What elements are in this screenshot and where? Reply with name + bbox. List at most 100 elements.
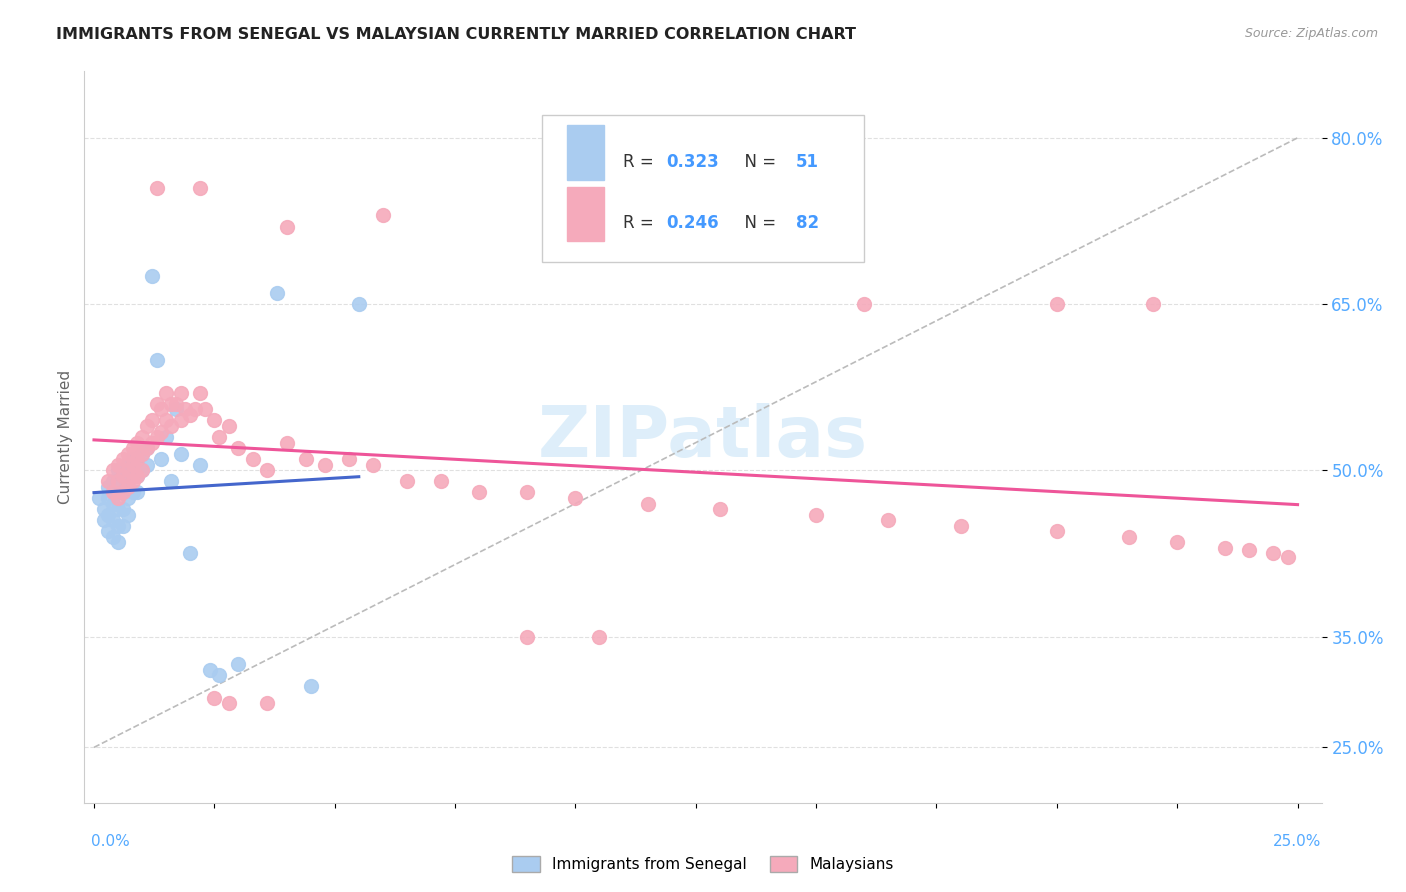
Point bbox=[141, 269, 163, 284]
Point bbox=[188, 180, 211, 194]
Point bbox=[97, 524, 120, 539]
Point bbox=[107, 491, 129, 505]
Point bbox=[127, 452, 149, 467]
Y-axis label: Currently Married: Currently Married bbox=[58, 370, 73, 504]
FancyBboxPatch shape bbox=[567, 186, 605, 242]
Point bbox=[429, 475, 451, 489]
Point bbox=[121, 458, 143, 472]
Point bbox=[150, 402, 173, 417]
Text: R =: R = bbox=[623, 153, 658, 170]
Point bbox=[709, 502, 731, 516]
Point bbox=[131, 447, 153, 461]
Point bbox=[103, 497, 125, 511]
Point bbox=[127, 485, 149, 500]
Point bbox=[127, 452, 149, 467]
Point bbox=[87, 491, 110, 505]
Text: ZIPatlas: ZIPatlas bbox=[538, 402, 868, 472]
Point bbox=[121, 485, 143, 500]
Point bbox=[1166, 535, 1188, 549]
Point bbox=[121, 468, 143, 483]
Point bbox=[564, 491, 586, 505]
Point bbox=[299, 680, 322, 694]
Point bbox=[218, 419, 240, 434]
Point bbox=[155, 385, 177, 400]
Point bbox=[103, 485, 125, 500]
Point bbox=[145, 397, 167, 411]
Text: 0.0%: 0.0% bbox=[91, 834, 131, 849]
Point bbox=[564, 219, 586, 234]
Point bbox=[111, 518, 134, 533]
Point bbox=[103, 485, 125, 500]
Point bbox=[121, 452, 143, 467]
Point bbox=[1277, 549, 1299, 564]
Point bbox=[136, 419, 159, 434]
Point bbox=[97, 491, 120, 505]
Point bbox=[314, 458, 336, 472]
Point bbox=[337, 452, 360, 467]
Point bbox=[107, 502, 129, 516]
Point bbox=[131, 430, 153, 444]
Point bbox=[160, 475, 183, 489]
Point bbox=[228, 657, 250, 672]
Point bbox=[155, 413, 177, 427]
Point bbox=[131, 463, 153, 477]
Point bbox=[160, 419, 183, 434]
Point bbox=[468, 485, 491, 500]
Point bbox=[208, 430, 231, 444]
Point bbox=[150, 425, 173, 439]
Point bbox=[588, 630, 610, 644]
Point bbox=[97, 475, 120, 489]
Point bbox=[160, 397, 183, 411]
Point bbox=[136, 458, 159, 472]
Point bbox=[198, 663, 221, 677]
Point bbox=[1215, 541, 1237, 555]
Point bbox=[131, 463, 153, 477]
Point bbox=[174, 402, 197, 417]
Point bbox=[117, 491, 139, 505]
Point bbox=[877, 513, 900, 527]
Point bbox=[103, 530, 125, 544]
Point bbox=[169, 413, 191, 427]
Point bbox=[117, 475, 139, 489]
Point bbox=[179, 408, 201, 422]
Point bbox=[347, 297, 370, 311]
Point bbox=[266, 285, 288, 300]
Point bbox=[103, 475, 125, 489]
Point bbox=[107, 485, 129, 500]
Point bbox=[117, 480, 139, 494]
Point bbox=[155, 430, 177, 444]
Point bbox=[141, 435, 163, 450]
Text: 25.0%: 25.0% bbox=[1274, 834, 1322, 849]
Text: IMMIGRANTS FROM SENEGAL VS MALAYSIAN CURRENTLY MARRIED CORRELATION CHART: IMMIGRANTS FROM SENEGAL VS MALAYSIAN CUR… bbox=[56, 27, 856, 42]
Point bbox=[242, 452, 264, 467]
FancyBboxPatch shape bbox=[567, 125, 605, 179]
Point bbox=[111, 468, 134, 483]
Point bbox=[107, 518, 129, 533]
Point bbox=[121, 475, 143, 489]
Point bbox=[107, 475, 129, 489]
Text: N =: N = bbox=[734, 153, 782, 170]
Point bbox=[295, 452, 318, 467]
Point bbox=[107, 535, 129, 549]
Point bbox=[637, 497, 659, 511]
Point bbox=[150, 452, 173, 467]
Point bbox=[179, 546, 201, 560]
Point bbox=[103, 463, 125, 477]
Point bbox=[127, 435, 149, 450]
Point bbox=[516, 485, 538, 500]
Point bbox=[853, 297, 876, 311]
Point bbox=[107, 475, 129, 489]
Point bbox=[117, 463, 139, 477]
Point bbox=[111, 485, 134, 500]
Point bbox=[111, 468, 134, 483]
Point bbox=[97, 480, 120, 494]
Point bbox=[276, 435, 298, 450]
Point bbox=[228, 441, 250, 455]
Point bbox=[188, 458, 211, 472]
Point bbox=[1239, 543, 1261, 558]
Point bbox=[1046, 297, 1069, 311]
Legend: Immigrants from Senegal, Malaysians: Immigrants from Senegal, Malaysians bbox=[505, 848, 901, 880]
Text: Source: ZipAtlas.com: Source: ZipAtlas.com bbox=[1244, 27, 1378, 40]
Point bbox=[141, 413, 163, 427]
Point bbox=[107, 463, 129, 477]
